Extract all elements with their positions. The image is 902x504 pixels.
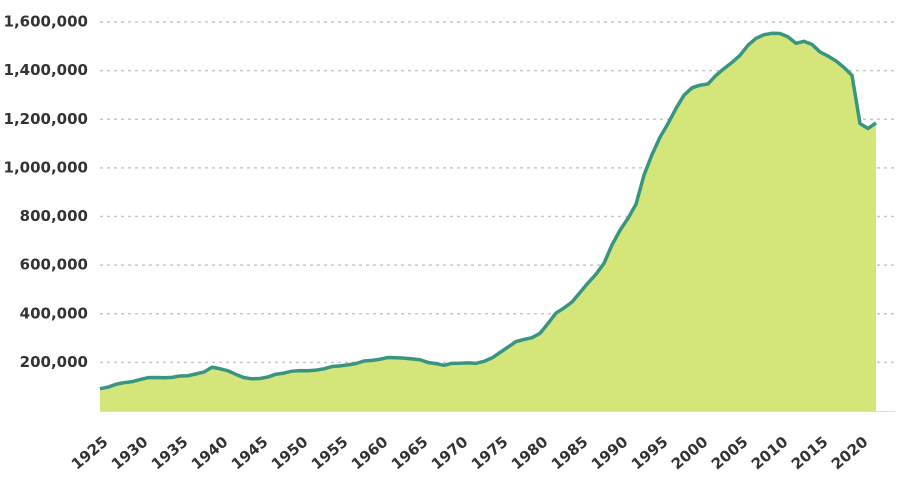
x-tick-label: 1980 (508, 433, 552, 474)
x-tick-label: 1965 (388, 433, 432, 474)
x-tick-label: 1960 (348, 433, 392, 474)
line (99, 31, 878, 391)
y-tick-label: 1,200,000 (4, 110, 88, 128)
x-tick-label: 1935 (148, 433, 192, 474)
area (100, 33, 876, 411)
y-tick-label: 1,600,000 (4, 13, 88, 31)
y-tick-label: 400,000 (20, 304, 88, 322)
x-tick-label: 1970 (428, 433, 472, 474)
x-tick-label: 1985 (548, 433, 592, 474)
y-tick-label: 200,000 (20, 353, 88, 371)
y-tick-label: 600,000 (20, 256, 88, 274)
x-tick-label: 1975 (468, 433, 512, 474)
x-tick-label: 2005 (708, 433, 752, 474)
y-tick-label: 1,000,000 (4, 158, 88, 176)
x-tick-label: 1990 (588, 433, 632, 474)
x-tick-label: 2000 (668, 433, 712, 474)
y-tick-label: 800,000 (20, 207, 88, 225)
x-tick-label: 1955 (308, 433, 352, 474)
y-tick-label: 1,400,000 (4, 61, 88, 79)
x-tick-label: 1925 (68, 433, 112, 474)
x-tick-label: 1930 (108, 433, 152, 474)
x-tick-label: 1995 (628, 433, 672, 474)
x-tick-label: 2020 (828, 433, 872, 474)
x-tick-label: 1940 (188, 433, 232, 474)
x-tick-label: 2010 (748, 433, 792, 474)
x-tick-label: 1945 (228, 433, 272, 474)
x-tick-label: 1950 (268, 433, 312, 474)
x-tick-label: 2015 (788, 433, 832, 474)
